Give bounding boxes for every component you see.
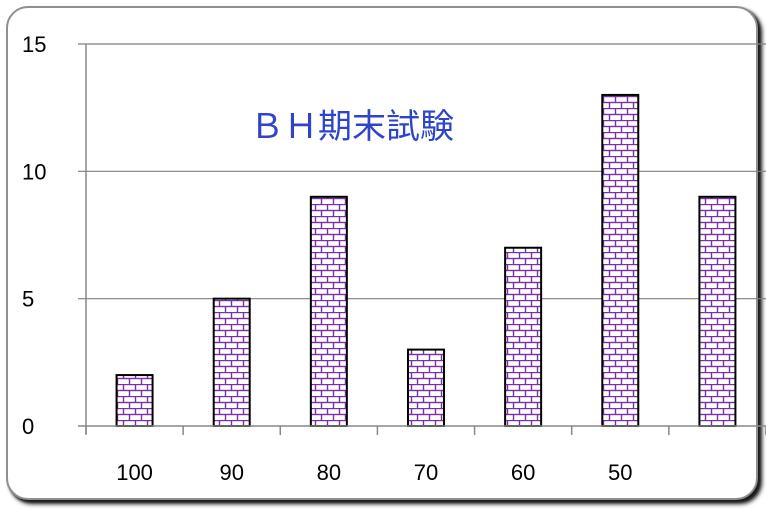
y-tick-label-5: 5 <box>22 287 34 312</box>
x-tick-label-2: 80 <box>317 460 341 485</box>
x-tick-label-1: 90 <box>219 460 243 485</box>
x-tick-label-5: 50 <box>608 460 632 485</box>
y-tick-label-0: 0 <box>22 414 34 439</box>
bar-2 <box>309 195 348 427</box>
tick-labels: 0 5 10 15 100 90 80 70 60 50 <box>22 32 633 485</box>
bar-3 <box>406 348 445 428</box>
bars <box>115 93 737 428</box>
x-tick-label-4: 60 <box>511 460 535 485</box>
gridlines <box>78 43 766 300</box>
bar-6 <box>698 195 737 427</box>
y-tick-label-15: 15 <box>22 32 46 57</box>
chart-title: ＢＨ期末試験 <box>250 107 454 147</box>
x-tick-label-3: 70 <box>414 460 438 485</box>
bar-0 <box>115 374 154 428</box>
bar-4 <box>504 246 543 427</box>
x-tick-label-0: 100 <box>116 460 153 485</box>
bar-5 <box>601 93 640 428</box>
y-tick-label-10: 10 <box>22 159 46 184</box>
bar-1 <box>212 297 251 427</box>
